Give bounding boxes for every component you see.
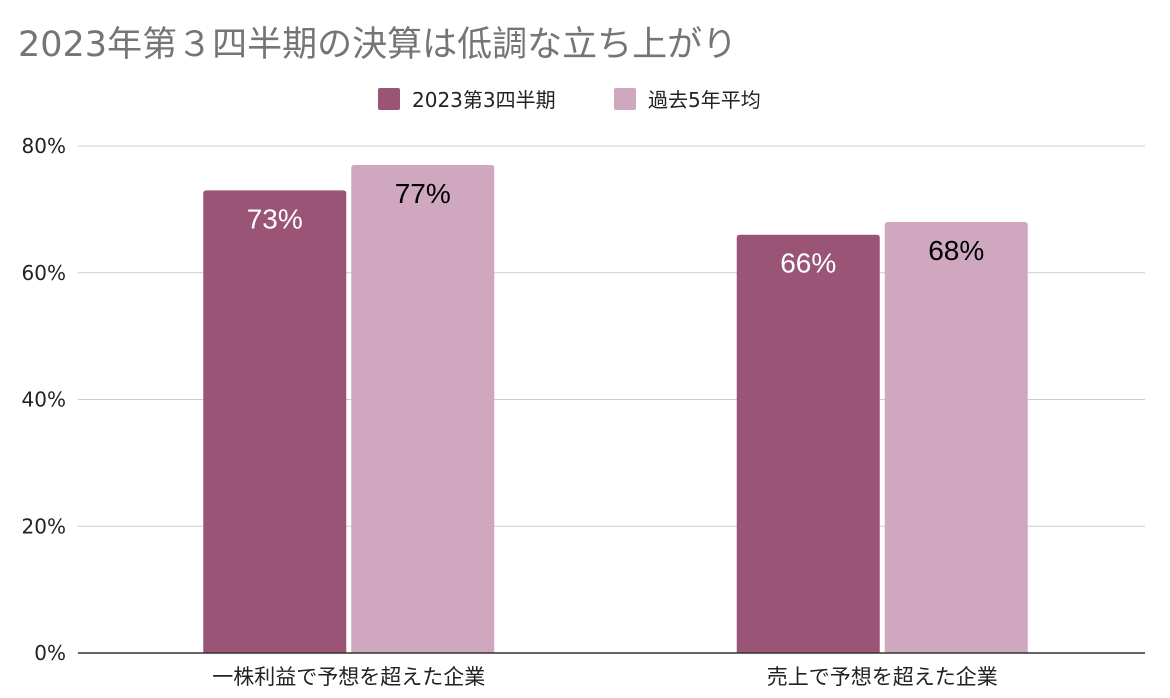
data-label: 77% [395,178,451,209]
y-tick-label: 40% [22,388,66,412]
bar[interactable] [351,165,495,653]
legend-label-5yr-avg: 過去5年平均 [648,88,761,112]
data-label: 66% [780,248,836,279]
y-tick-label: 20% [22,514,66,538]
chart-title: 2023年第３四半期の決算は低調な立ち上がり [18,25,738,65]
legend-label-2023-q3: 2023第3四半期 [412,88,556,112]
bar[interactable] [884,222,1028,654]
data-label: 73% [247,203,303,234]
y-tick-label: 0% [34,641,66,665]
legend-item-2023-q3[interactable]: 2023第3四半期 [378,84,556,113]
legend-swatch-2023-q3 [378,87,400,110]
bar[interactable] [203,190,347,654]
legend-swatch-5yr-avg [614,87,636,110]
data-label: 68% [928,235,984,266]
x-category-label: 一株利益で予想を超えた企業 [212,665,485,689]
legend: 2023第3四半期 過去5年平均 [0,84,1170,114]
y-tick-label: 80% [22,134,66,158]
x-category-label: 売上で予想を超えた企業 [767,665,998,689]
bar[interactable] [736,234,880,653]
y-tick-label: 60% [22,261,66,285]
legend-item-5yr-avg[interactable]: 過去5年平均 [614,84,761,113]
